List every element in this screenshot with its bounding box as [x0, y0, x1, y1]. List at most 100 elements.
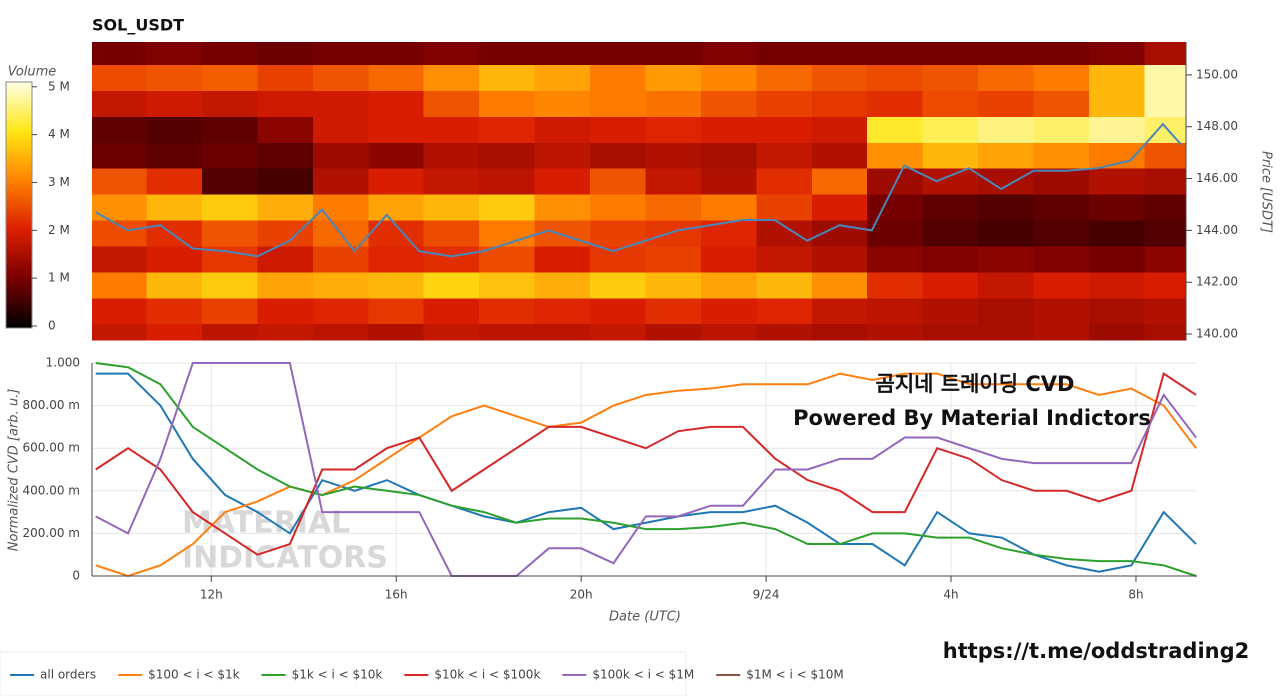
x-tick-label: 4h — [943, 588, 958, 602]
heatmap-cell — [146, 323, 203, 341]
heatmap-cell — [1088, 116, 1145, 143]
heatmap-cell — [1088, 245, 1145, 273]
heatmap-cell — [1088, 194, 1145, 221]
heatmap-cell — [700, 323, 757, 341]
heatmap-cell — [922, 297, 979, 325]
heatmap-cell — [423, 194, 480, 221]
heatmap-cell — [201, 42, 258, 66]
heatmap-cell — [922, 116, 979, 143]
heatmap-cell — [1033, 116, 1090, 143]
heatmap-cell — [1033, 90, 1090, 117]
heatmap-cell — [534, 323, 591, 341]
heatmap-cell — [201, 142, 258, 169]
colorbar-tick-label: 5 M — [48, 79, 70, 93]
heatmap-cell — [978, 297, 1035, 325]
heatmap-cell — [645, 90, 702, 117]
heatmap-cell — [146, 168, 203, 195]
y-axis-label: Price [USDT] — [1259, 151, 1274, 233]
y-tick-label: 800.00 m — [23, 398, 81, 412]
x-tick-label: 16h — [385, 588, 408, 602]
heatmap-cell — [423, 323, 480, 341]
heatmap-cell — [479, 116, 536, 143]
heatmap-cell — [201, 64, 258, 91]
heatmap-cell — [922, 245, 979, 273]
heatmap-cell — [1033, 42, 1090, 66]
heatmap-cell — [1144, 297, 1187, 325]
heatmap-cell — [479, 297, 536, 325]
heatmap-cell — [700, 90, 757, 117]
heatmap-cell — [201, 168, 258, 195]
heatmap-cell — [1088, 90, 1145, 117]
heatmap-cell — [590, 220, 646, 247]
y-tick-label: 144.00 — [1196, 223, 1238, 237]
watermark: MATERIAL — [182, 506, 350, 541]
heatmap-cell — [368, 168, 425, 195]
heatmap-cell — [312, 323, 369, 341]
heatmap-cell — [146, 142, 203, 169]
x-tick-label: 9/24 — [753, 588, 780, 602]
heatmap-cell — [257, 90, 314, 117]
heatmap-cell — [423, 168, 480, 195]
heatmap-cell — [534, 194, 591, 221]
heatmap-cell — [700, 245, 757, 273]
heatmap-cell — [92, 116, 148, 143]
heatmap-cell — [645, 42, 702, 66]
heatmap-cell — [201, 271, 258, 299]
heatmap-cell — [590, 90, 646, 117]
heatmap-cell — [534, 245, 591, 273]
heatmap-cell — [146, 194, 203, 221]
heatmap-cell — [700, 42, 757, 66]
heatmap-cell — [423, 142, 480, 169]
heatmap-cell — [312, 42, 369, 66]
heatmap-cell — [368, 245, 425, 273]
legend: all orders $100 < i < $1k $1k < i < $10k $1… — [10, 668, 844, 682]
heatmap-cell — [312, 64, 369, 91]
heatmap-cell — [368, 323, 425, 341]
heatmap-cell — [312, 194, 369, 221]
heatmap-cell — [312, 271, 369, 299]
heatmap-cell — [92, 64, 148, 91]
heatmap-cell — [479, 271, 536, 299]
heatmap-cell — [645, 142, 702, 169]
heatmap-cell — [146, 116, 203, 143]
heatmap-cell — [1144, 168, 1187, 195]
heatmap-cell — [146, 64, 203, 91]
heatmap-cell — [146, 245, 203, 273]
heatmap-cell — [645, 194, 702, 221]
annotation: Powered By Material Indictors — [793, 406, 1151, 430]
heatmap-cell — [811, 220, 868, 247]
heatmap-cell — [922, 168, 979, 195]
heatmap-cell — [312, 297, 369, 325]
heatmap-cell — [479, 90, 536, 117]
heatmap-cell — [1088, 168, 1145, 195]
heatmap-cell — [590, 297, 646, 325]
heatmap-cell — [368, 271, 425, 299]
heatmap-cell — [645, 271, 702, 299]
heatmap-cell — [312, 90, 369, 117]
heatmap-cell — [479, 194, 536, 221]
heatmap-cell — [1033, 323, 1090, 341]
heatmap-cell — [1144, 64, 1187, 91]
series-line — [95, 362, 1197, 577]
heatmap-cell — [700, 220, 757, 247]
heatmap-cell — [479, 168, 536, 195]
heatmap-cell — [867, 323, 924, 341]
heatmap-cell — [811, 90, 868, 117]
heatmap-cell — [978, 90, 1035, 117]
heatmap-cell — [590, 142, 646, 169]
heatmap-cell — [146, 42, 203, 66]
heatmap-cell — [978, 323, 1035, 341]
heatmap-cell — [257, 194, 314, 221]
heatmap-cell — [257, 271, 314, 299]
heatmap-cell — [1088, 220, 1145, 247]
heatmap-cell — [590, 64, 646, 91]
heatmap-cell — [201, 297, 258, 325]
heatmap-cell — [423, 220, 480, 247]
heatmap-cell — [146, 271, 203, 299]
y-tick-label: 146.00 — [1196, 171, 1238, 185]
heatmap-cell — [645, 220, 702, 247]
legend-label: $10k < i < $100k — [434, 668, 540, 682]
heatmap-cell — [922, 194, 979, 221]
heatmap-cell — [978, 271, 1035, 299]
heatmap-cell — [700, 297, 757, 325]
